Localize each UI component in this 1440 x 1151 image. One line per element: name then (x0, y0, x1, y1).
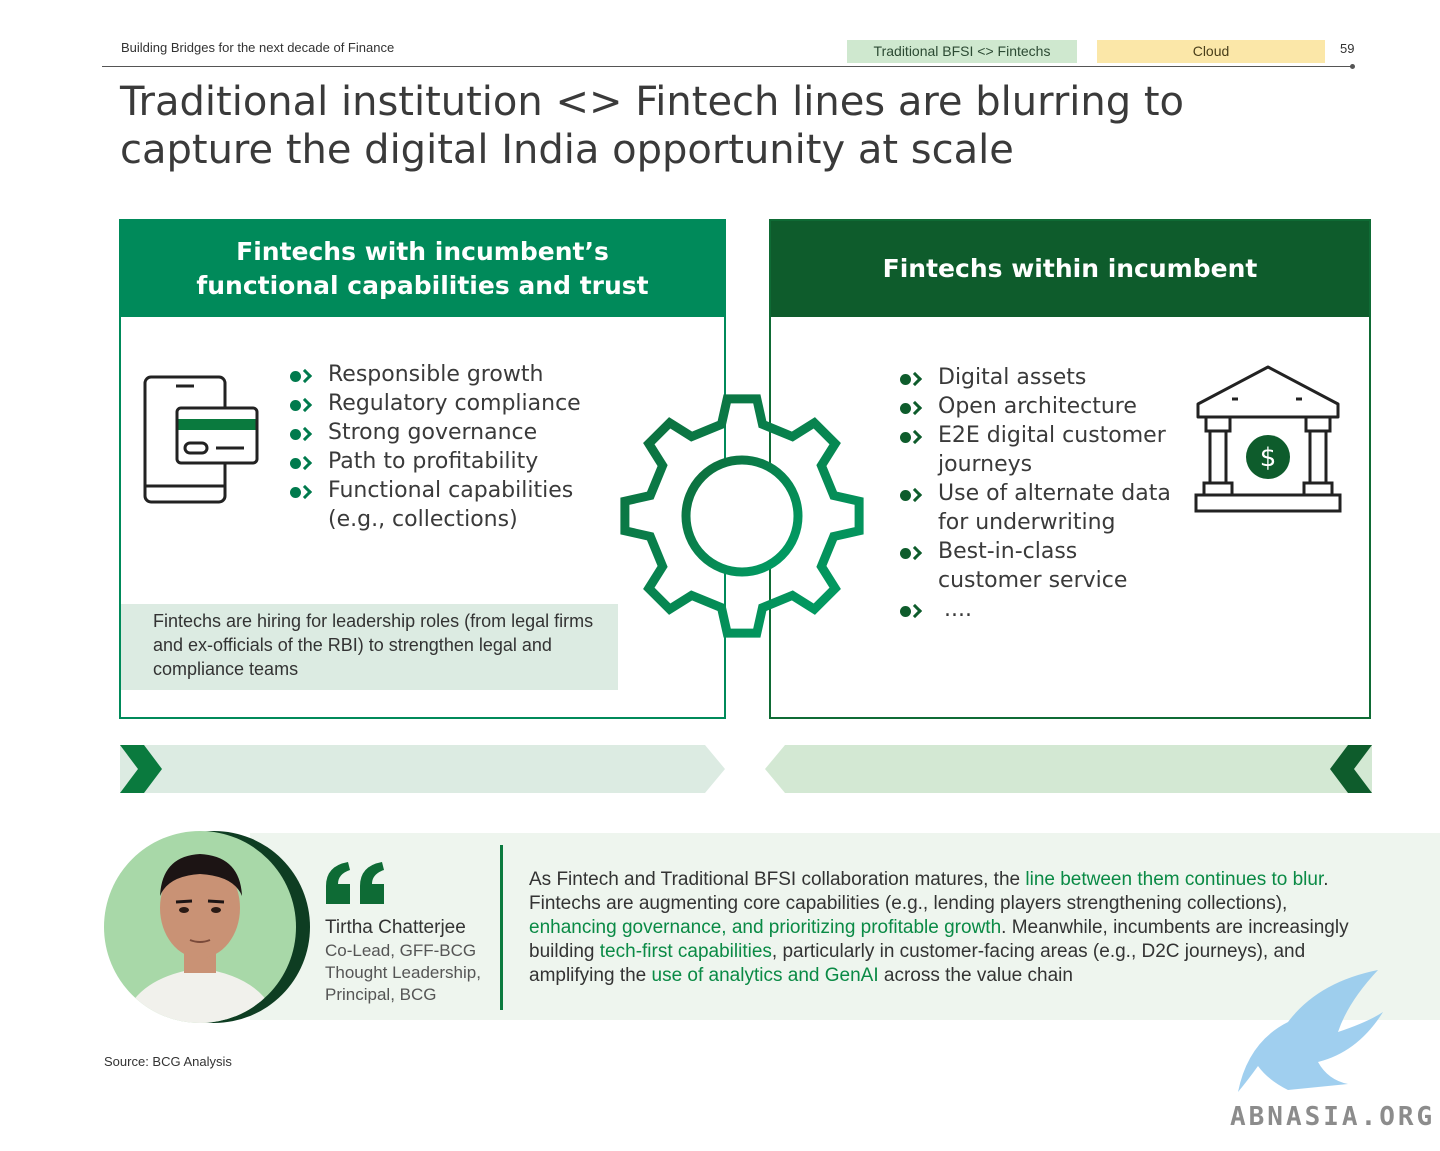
left-direction-arrow (120, 745, 725, 793)
avatar (104, 831, 310, 1023)
list-item: Regulatory compliance (290, 389, 600, 418)
watermark-text: ABNASIA.ORG (1230, 1102, 1436, 1132)
bank-dollar-icon: $ (1194, 365, 1342, 513)
bullet-arrow-icon (290, 476, 328, 505)
quote-highlight: tech-first capabilities (599, 941, 772, 962)
list-item: Digital assets (900, 363, 1180, 392)
header-divider (102, 66, 1354, 67)
list-item: Functional capabilities (e.g., collectio… (290, 476, 600, 534)
list-item-label: Best-in-class customer service (938, 539, 1128, 593)
list-item: Best-in-class customer service (900, 537, 1180, 595)
gear-outline (620, 394, 864, 638)
document-title: Building Bridges for the next decade of … (121, 40, 395, 55)
list-item-label: Responsible growth (328, 362, 544, 387)
quote-highlight: enhancing governance, and prioritizing p… (529, 917, 1002, 938)
list-item-label: Digital assets (938, 365, 1087, 390)
bullet-arrow-icon (900, 595, 938, 624)
bullet-arrow-icon (900, 363, 938, 392)
bullet-arrow-icon (900, 537, 938, 566)
page-number: 59 (1340, 41, 1355, 56)
list-item: Path to profitability (290, 447, 600, 476)
bullet-arrow-icon (290, 389, 328, 418)
watermark-bird-logo (1238, 970, 1383, 1092)
list-item: Open architecture (900, 392, 1180, 421)
leadership-hiring-note: Fintechs are hiring for leadership roles… (121, 604, 618, 690)
tab-traditional-bfsi-fintechs[interactable]: Traditional BFSI <> Fintechs (847, 40, 1077, 63)
list-item-label: Path to profitability (328, 449, 539, 474)
mobile-card-icon (143, 375, 259, 504)
left-capabilities-list: Responsible growth Regulatory compliance… (290, 360, 600, 534)
list-item: Strong governance (290, 418, 600, 447)
quote-background (250, 833, 1440, 1020)
quote-segment: , particularly in customer-facing areas … (529, 941, 1306, 986)
quote-divider (500, 845, 503, 1010)
quote-mark-icon (326, 862, 384, 904)
list-item: E2E digital customer journeys (900, 421, 1180, 479)
quote-segment: across the value chain (878, 965, 1073, 986)
list-item-label: Use of alternate data for underwriting (938, 481, 1171, 535)
bullet-arrow-icon (900, 479, 938, 508)
left-panel-heading: Fintechs with incumbent’s functional cap… (121, 221, 724, 317)
source-note: Source: BCG Analysis (104, 1054, 232, 1069)
tab-cloud[interactable]: Cloud (1097, 40, 1325, 63)
quote-segment: As Fintech and Traditional BFSI collabor… (529, 869, 1026, 890)
quote-author-name: Tirtha Chatterjee (325, 917, 466, 938)
list-item-label: E2E digital customer journeys (938, 423, 1166, 477)
quote-text: As Fintech and Traditional BFSI collabor… (529, 868, 1369, 988)
list-item-label: Regulatory compliance (328, 391, 581, 416)
list-item-label: Functional capabilities (e.g., collectio… (328, 478, 574, 532)
quote-highlight: use of analytics and GenAI (651, 965, 879, 986)
bullet-arrow-icon (900, 392, 938, 421)
quote-segment: . Fintechs are augmenting core capabilit… (529, 869, 1329, 914)
gear-icon (620, 394, 864, 638)
header-divider-dot (1350, 64, 1355, 69)
right-panel-heading: Fintechs within incumbent (771, 221, 1369, 317)
page-title: Traditional institution <> Fintech lines… (120, 79, 1185, 173)
quote-author-role: Co-Lead, GFF-BCG Thought Leadership, Pri… (325, 941, 481, 1004)
list-item: Responsible growth (290, 360, 600, 389)
quote-segment: . Meanwhile, incumbents are increasingly… (529, 917, 1349, 962)
right-capabilities-list: Digital assets Open architecture E2E dig… (900, 363, 1180, 624)
bullet-arrow-icon (290, 447, 328, 476)
quote-highlight: line between them continues to blur (1025, 869, 1324, 890)
bullet-arrow-icon (900, 421, 938, 450)
list-item-label: .... (944, 597, 972, 622)
dollar-symbol: $ (1260, 443, 1277, 473)
list-item-label: Open architecture (938, 394, 1137, 419)
right-direction-arrow (765, 745, 1372, 793)
bullet-arrow-icon (290, 360, 328, 389)
list-item: Use of alternate data for underwriting (900, 479, 1180, 537)
bullet-arrow-icon (290, 418, 328, 447)
list-item: .... (900, 595, 1180, 624)
list-item-label: Strong governance (328, 420, 538, 445)
